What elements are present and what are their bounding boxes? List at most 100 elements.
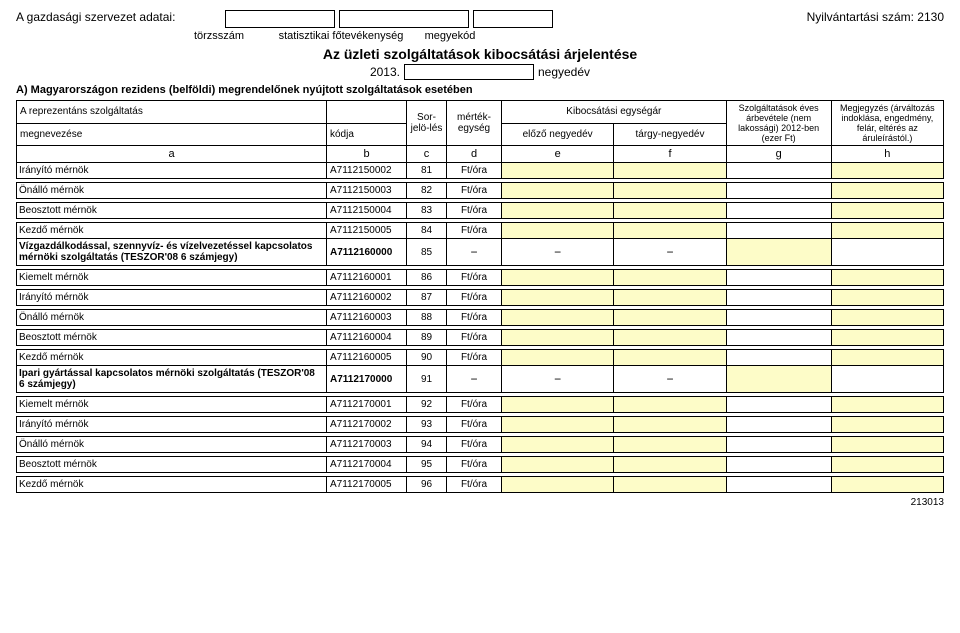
cell-elozo[interactable] — [502, 457, 614, 473]
cell-note[interactable] — [831, 270, 943, 286]
cell-note[interactable] — [831, 366, 943, 393]
cell-note[interactable] — [831, 203, 943, 219]
cell-name: Vízgazdálkodással, szennyvíz- és vízelve… — [17, 239, 327, 266]
cell-sor: 95 — [407, 457, 447, 473]
cell-note[interactable] — [831, 477, 943, 493]
cell-elozo[interactable] — [502, 290, 614, 306]
table-row: Irányító mérnökA711215000281Ft/óra — [17, 163, 944, 179]
cell-rev[interactable] — [726, 350, 831, 366]
main-table: A reprezentáns szolgáltatás Sor-jelö-lés… — [16, 100, 944, 493]
letter-c: c — [407, 146, 447, 163]
cell-code: A7112160001 — [327, 270, 407, 286]
cell-rev[interactable] — [726, 223, 831, 239]
table-row: Önálló mérnökA711215000382Ft/óra — [17, 183, 944, 199]
cell-targy[interactable] — [614, 350, 726, 366]
box-label-fotev: statisztikai főtevékenység — [274, 30, 408, 42]
cell-name: Ipari gyártással kapcsolatos mérnöki szo… — [17, 366, 327, 393]
cell-rev[interactable] — [726, 290, 831, 306]
cell-elozo[interactable] — [502, 330, 614, 346]
cell-name: Irányító mérnök — [17, 417, 327, 433]
cell-targy[interactable] — [614, 310, 726, 326]
cell-elozo: − — [502, 239, 614, 266]
input-boxes — [225, 10, 553, 28]
cell-targy: − — [614, 239, 726, 266]
cell-elozo[interactable] — [502, 437, 614, 453]
cell-rev[interactable] — [726, 417, 831, 433]
fotev-input[interactable] — [339, 10, 469, 28]
letter-row: a b c d e f g h — [17, 146, 944, 163]
table-row: Beosztott mérnökA711216000489Ft/óra — [17, 330, 944, 346]
cell-elozo[interactable] — [502, 397, 614, 413]
cell-elozo[interactable] — [502, 477, 614, 493]
cell-targy[interactable] — [614, 477, 726, 493]
cell-rev[interactable] — [726, 310, 831, 326]
cell-rev[interactable] — [726, 203, 831, 219]
cell-targy[interactable] — [614, 203, 726, 219]
cell-targy[interactable] — [614, 437, 726, 453]
cell-elozo[interactable] — [502, 223, 614, 239]
cell-targy[interactable] — [614, 417, 726, 433]
cell-elozo[interactable] — [502, 183, 614, 199]
quarter-input[interactable] — [404, 64, 534, 80]
cell-rev[interactable] — [726, 330, 831, 346]
cell-elozo[interactable] — [502, 310, 614, 326]
cell-unit: − — [447, 366, 502, 393]
cell-note[interactable] — [831, 397, 943, 413]
col-megj: Megjegyzés (árváltozás indoklása, engedm… — [831, 101, 943, 146]
cell-unit: Ft/óra — [447, 183, 502, 199]
cell-name: Beosztott mérnök — [17, 457, 327, 473]
cell-targy: − — [614, 366, 726, 393]
cell-note[interactable] — [831, 417, 943, 433]
cell-note[interactable] — [831, 290, 943, 306]
cell-unit: Ft/óra — [447, 270, 502, 286]
cell-rev[interactable] — [726, 183, 831, 199]
cell-sor: 92 — [407, 397, 447, 413]
cell-sor: 87 — [407, 290, 447, 306]
box-label-torzsszam: törzsszám — [164, 30, 274, 42]
letter-f: f — [614, 146, 726, 163]
cell-targy[interactable] — [614, 183, 726, 199]
cell-targy[interactable] — [614, 223, 726, 239]
cell-note[interactable] — [831, 183, 943, 199]
letter-b: b — [327, 146, 407, 163]
cell-sor: 94 — [407, 437, 447, 453]
cell-note[interactable] — [831, 330, 943, 346]
letter-e: e — [502, 146, 614, 163]
cell-note[interactable] — [831, 239, 943, 266]
cell-rev[interactable] — [726, 270, 831, 286]
cell-rev[interactable] — [726, 163, 831, 179]
cell-elozo[interactable] — [502, 163, 614, 179]
cell-note[interactable] — [831, 310, 943, 326]
reg-number: Nyilvántartási szám: 2130 — [807, 10, 944, 24]
cell-elozo[interactable] — [502, 203, 614, 219]
cell-note[interactable] — [831, 163, 943, 179]
cell-targy[interactable] — [614, 163, 726, 179]
cell-elozo[interactable] — [502, 270, 614, 286]
cell-targy[interactable] — [614, 270, 726, 286]
cell-rev[interactable] — [726, 477, 831, 493]
cell-note[interactable] — [831, 223, 943, 239]
table-row: Kezdő mérnökA711217000596Ft/óra — [17, 477, 944, 493]
cell-rev[interactable] — [726, 366, 831, 393]
cell-targy[interactable] — [614, 290, 726, 306]
megyekod-input[interactable] — [473, 10, 553, 28]
cell-elozo[interactable] — [502, 350, 614, 366]
cell-rev[interactable] — [726, 397, 831, 413]
cell-targy[interactable] — [614, 330, 726, 346]
cell-note[interactable] — [831, 437, 943, 453]
cell-rev[interactable] — [726, 437, 831, 453]
cell-rev[interactable] — [726, 239, 831, 266]
table-body: Irányító mérnökA711215000281Ft/óra Önálló… — [17, 163, 944, 493]
table-row: Vízgazdálkodással, szennyvíz- és vízelve… — [17, 239, 944, 266]
cell-name: Beosztott mérnök — [17, 203, 327, 219]
cell-note[interactable] — [831, 350, 943, 366]
cell-sor: 81 — [407, 163, 447, 179]
cell-targy[interactable] — [614, 457, 726, 473]
table-row: Önálló mérnökA711216000388Ft/óra — [17, 310, 944, 326]
cell-rev[interactable] — [726, 457, 831, 473]
cell-targy[interactable] — [614, 397, 726, 413]
cell-elozo[interactable] — [502, 417, 614, 433]
cell-note[interactable] — [831, 457, 943, 473]
torzsszam-input[interactable] — [225, 10, 335, 28]
cell-name: Kezdő mérnök — [17, 223, 327, 239]
